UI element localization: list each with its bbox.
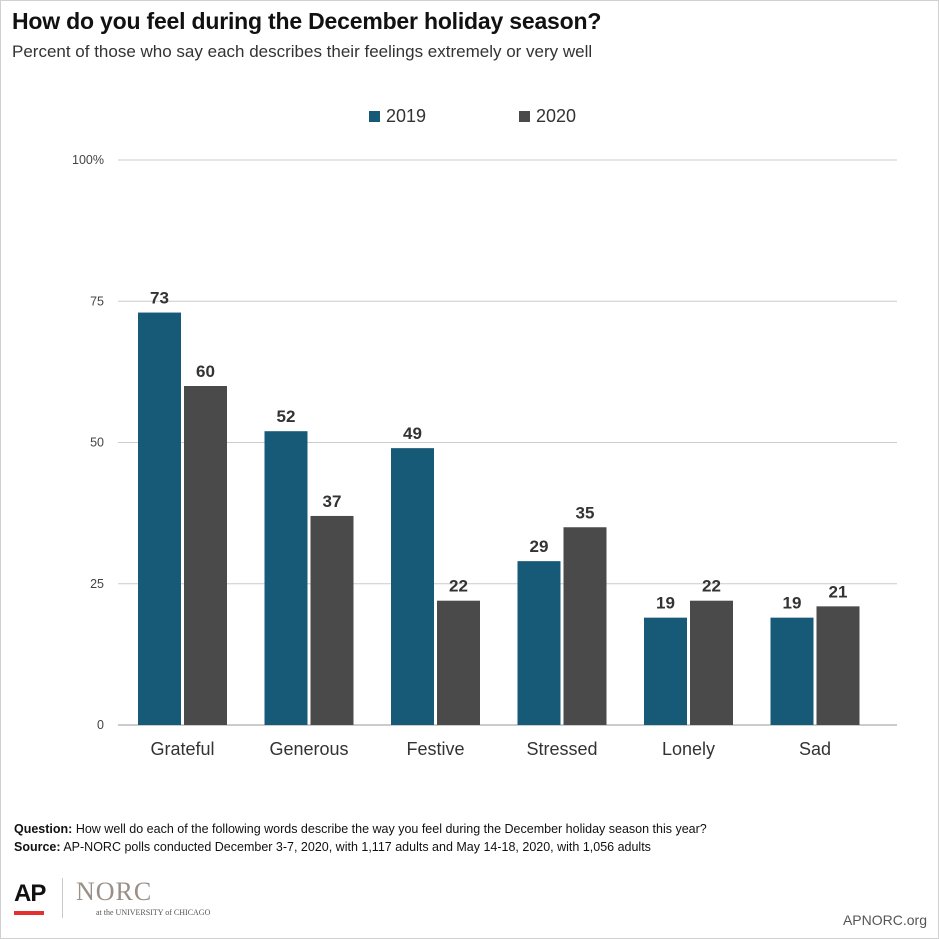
ap-logo: AP	[14, 880, 46, 907]
ap-logo-bar	[14, 911, 44, 915]
legend-label-2020: 2020	[536, 106, 577, 126]
legend-item-2020: 2020	[519, 106, 576, 127]
x-tick-label-stressed: Stressed	[526, 739, 597, 759]
bar-stressed-2020	[563, 527, 607, 725]
data-label-stressed-2019: 29	[530, 537, 549, 556]
legend: 2019 2020	[0, 106, 939, 130]
bar-lonely-2020	[690, 600, 733, 725]
footer-source: Source: AP-NORC polls conducted December…	[14, 840, 651, 854]
site-url: APNORC.org	[842, 912, 927, 928]
footer-question: Question: How well do each of the follow…	[14, 822, 707, 836]
data-label-lonely-2020: 22	[702, 577, 721, 596]
logo-divider	[62, 878, 63, 918]
data-label-sad-2020: 21	[829, 582, 848, 601]
data-label-festive-2019: 49	[403, 424, 422, 443]
bar-chart: 0 25 50 75 100% 73 60 Grateful 52 37 Generous 49 22 F…	[72, 153, 897, 759]
question-label: Question:	[14, 822, 73, 836]
bar-lonely-2019	[644, 617, 687, 725]
y-tick-label-0: 0	[97, 718, 104, 732]
bar-festive-2019	[391, 448, 434, 725]
bar-generous-2019	[264, 431, 308, 725]
data-label-generous-2019: 52	[277, 407, 296, 426]
x-tick-label-lonely: Lonely	[662, 739, 715, 759]
bar-stressed-2019	[517, 561, 561, 725]
data-label-festive-2020: 22	[449, 577, 468, 596]
y-tick-label-50: 50	[90, 436, 104, 450]
bar-generous-2020	[310, 515, 354, 725]
data-label-grateful-2019: 73	[150, 289, 169, 308]
x-tick-label-generous: Generous	[269, 739, 348, 759]
data-label-grateful-2020: 60	[196, 362, 215, 381]
x-tick-label-grateful: Grateful	[150, 739, 214, 759]
norc-logo: NORC	[76, 877, 153, 906]
y-tick-label-25: 25	[90, 577, 104, 591]
y-tick-label-75: 75	[90, 294, 104, 308]
data-label-lonely-2019: 19	[656, 594, 675, 613]
chart-title: How do you feel during the December holi…	[12, 8, 602, 34]
bar-sad-2019	[770, 617, 814, 725]
source-label: Source:	[14, 840, 61, 854]
question-text: How well do each of the following words …	[72, 822, 707, 836]
x-tick-label-sad: Sad	[799, 739, 831, 759]
legend-label-2019: 2019	[386, 106, 427, 126]
uchicago-logo-text: at the UNIVERSITY of CHICAGO	[96, 908, 211, 917]
source-text: AP-NORC polls conducted December 3-7, 20…	[60, 840, 651, 854]
legend-item-2019: 2019	[369, 106, 426, 127]
bar-sad-2020	[816, 606, 860, 725]
data-label-sad-2019: 19	[783, 594, 802, 613]
y-tick-label-100: 100%	[72, 153, 104, 167]
data-label-stressed-2020: 35	[576, 503, 595, 522]
x-tick-label-festive: Festive	[406, 739, 464, 759]
bar-grateful-2020	[184, 386, 227, 725]
legend-swatch-2019	[369, 111, 380, 122]
legend-swatch-2020	[519, 111, 530, 122]
data-label-generous-2020: 37	[323, 492, 342, 511]
bar-grateful-2019	[138, 312, 181, 725]
bar-festive-2020	[437, 600, 480, 725]
chart-subtitle: Percent of those who say each describes …	[12, 42, 593, 61]
